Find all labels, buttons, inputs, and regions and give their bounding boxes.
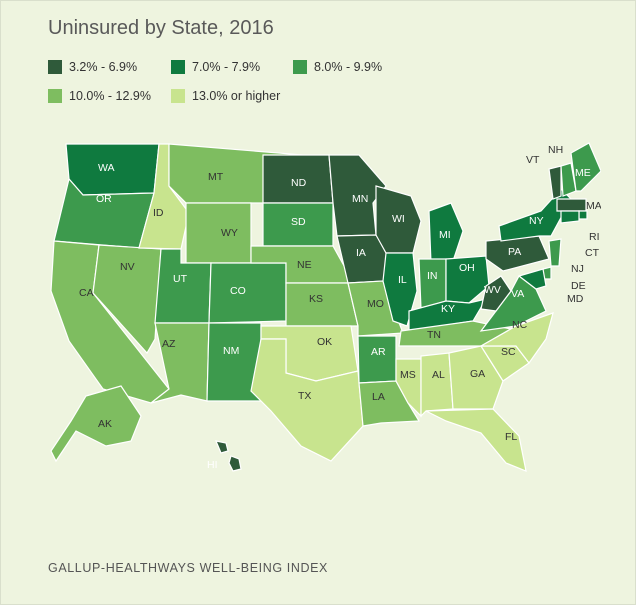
state-ri: [578, 210, 588, 220]
state-label-pa: PA: [508, 246, 521, 258]
state-label-oh: OH: [459, 262, 475, 274]
legend-swatch: [48, 89, 62, 103]
state-me: [570, 142, 601, 192]
state-label-ga: GA: [470, 368, 485, 380]
legend-label: 10.0% - 12.9%: [69, 89, 151, 103]
state-label-mt: MT: [208, 171, 224, 183]
state-label-fl: FL: [505, 431, 517, 443]
state-ma: [556, 198, 587, 212]
state-nj: [548, 238, 562, 267]
state-wv: [480, 275, 512, 312]
legend-label: 3.2% - 6.9%: [69, 60, 138, 74]
state-label-wa: WA: [98, 162, 115, 174]
state-ga: [448, 345, 504, 410]
us-choropleth-map: WA OR CA NV ID MT WY UT AZ CO NM ND SD NE KS OK TX MN IA MO…: [50, 142, 601, 472]
state-label-ar: AR: [371, 346, 386, 358]
state-label-wi: WI: [392, 213, 405, 225]
legend-swatch: [171, 89, 185, 103]
state-label-ia: IA: [356, 247, 366, 259]
state-label-ca: CA: [79, 287, 94, 299]
state-mn: [328, 154, 387, 237]
state-ct: [560, 210, 580, 224]
state-label-tn: TN: [427, 329, 441, 341]
state-label-nm: NM: [223, 345, 239, 357]
state-oh: [445, 255, 490, 304]
state-label-nv: NV: [120, 261, 135, 273]
state-vt: [548, 165, 562, 200]
state-label-ok: OK: [317, 336, 332, 348]
state-label-md: MD: [567, 293, 584, 305]
state-label-nc: NC: [512, 319, 528, 331]
state-label-nd: ND: [291, 177, 307, 189]
state-label-or: OR: [96, 193, 112, 205]
state-co: [208, 262, 287, 324]
state-label-tx: TX: [298, 390, 311, 402]
state-ar: [357, 335, 397, 384]
state-label-va: VA: [511, 288, 524, 300]
state-label-sc: SC: [501, 346, 516, 358]
state-label-nj: NJ: [571, 263, 584, 275]
state-fl: [425, 408, 527, 472]
legend-label: 13.0% or higher: [192, 89, 281, 103]
legend-swatch: [48, 60, 62, 74]
state-label-id: ID: [153, 207, 164, 219]
legend-item-5: 13.0% or higher: [171, 88, 280, 104]
map-title: Uninsured by State, 2016: [48, 17, 274, 39]
state-label-ky: KY: [441, 303, 455, 315]
legend-label: 8.0% - 9.9%: [314, 60, 383, 74]
legend-item-4: 10.0% - 12.9%: [48, 88, 151, 104]
state-label-ks: KS: [309, 293, 323, 305]
state-al: [420, 352, 454, 418]
state-ms: [395, 358, 422, 418]
state-label-ak: AK: [98, 418, 112, 430]
state-label-ny: NY: [529, 215, 544, 227]
state-label-wy: WY: [221, 227, 238, 239]
state-label-nh: NH: [548, 144, 563, 156]
state-label-de: DE: [571, 280, 586, 292]
state-label-az: AZ: [162, 338, 176, 350]
legend-swatch: [293, 60, 307, 74]
state-label-vt: VT: [526, 154, 540, 166]
legend-item-1: 3.2% - 6.9%: [48, 59, 137, 75]
state-label-mi: MI: [439, 229, 451, 241]
state-label-ne: NE: [297, 259, 312, 271]
state-mo: [347, 280, 404, 337]
state-ak: [50, 385, 142, 463]
state-mi: [428, 202, 464, 264]
state-label-wv: WV: [484, 284, 501, 296]
state-label-ut: UT: [173, 273, 188, 285]
state-label-ma: MA: [586, 200, 601, 212]
state-label-in: IN: [427, 270, 438, 282]
state-label-mn: MN: [352, 193, 368, 205]
legend-label: 7.0% - 7.9%: [192, 60, 261, 74]
legend-item-2: 7.0% - 7.9%: [171, 59, 260, 75]
state-label-ct: CT: [585, 247, 600, 259]
state-label-la: LA: [372, 391, 385, 403]
state-il: [382, 252, 418, 327]
state-va: [479, 275, 547, 332]
state-wy: [185, 202, 252, 264]
source-credit: GALLUP-HEALTHWAYS WELL-BEING INDEX: [48, 561, 328, 575]
state-label-ri: RI: [589, 231, 600, 243]
state-label-hi: HI: [207, 459, 218, 471]
state-label-il: IL: [398, 274, 407, 286]
legend-item-3: 8.0% - 9.9%: [293, 59, 382, 75]
state-md: [517, 268, 547, 290]
state-label-mo: MO: [367, 298, 384, 310]
legend-swatch: [171, 60, 185, 74]
state-label-co: CO: [230, 285, 246, 297]
state-label-me: ME: [575, 167, 591, 179]
state-label-al: AL: [432, 369, 445, 381]
state-hi: [215, 440, 242, 472]
state-label-ms: MS: [400, 369, 416, 381]
state-label-sd: SD: [291, 216, 306, 228]
